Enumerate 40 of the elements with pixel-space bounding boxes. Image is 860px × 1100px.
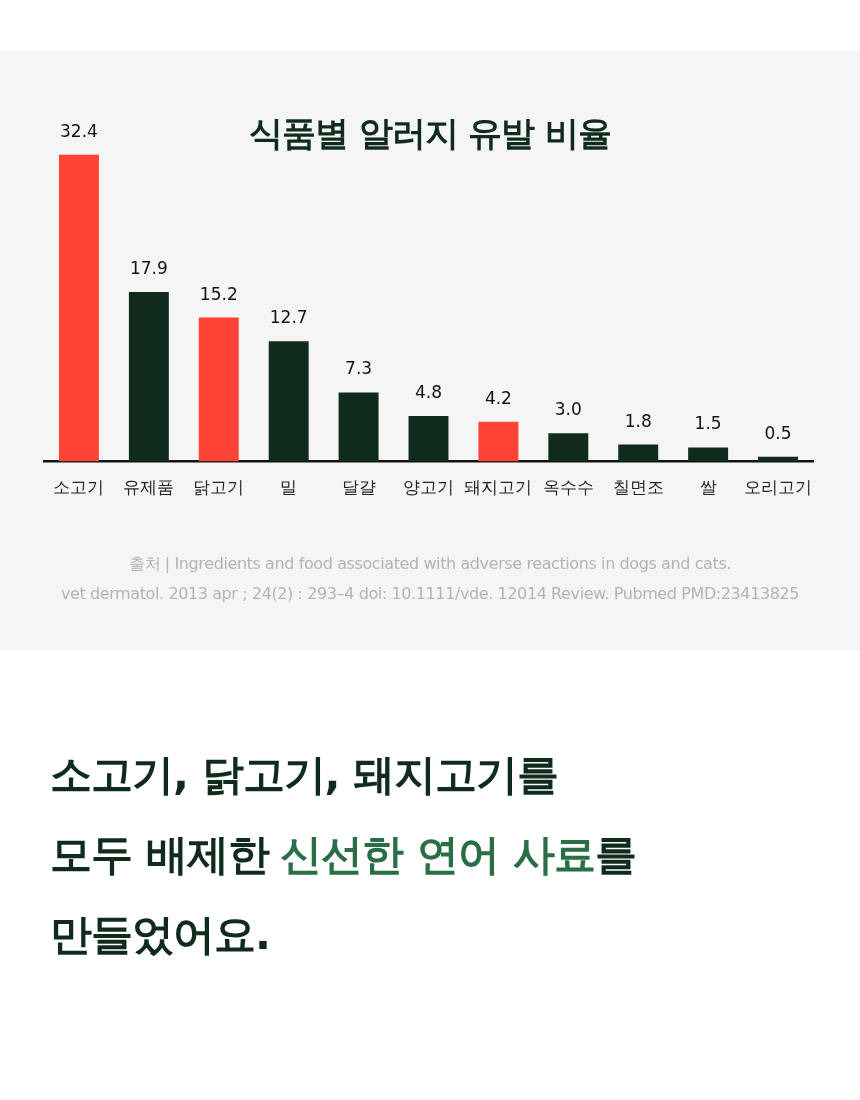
x-tick-label: 칠면조 (612, 477, 664, 498)
data-label: 1.5 (694, 413, 722, 434)
text: 를 (594, 830, 636, 879)
x-tick-label: 유제품 (123, 477, 175, 498)
bar (198, 317, 239, 462)
data-label: 12.7 (269, 307, 308, 328)
text: 신선한 연어 사료 (280, 830, 595, 879)
x-tick-label: 쌀 (699, 477, 717, 498)
x-tick-label: 돼지고기 (464, 477, 533, 498)
x-tick-label: 소고기 (53, 477, 105, 498)
x-tick-label: 양고기 (403, 477, 454, 498)
x-tick-label: 옥수수 (542, 477, 594, 498)
x-tick-label: 밀 (280, 477, 298, 498)
bar (128, 292, 169, 462)
data-label: 4.2 (484, 387, 512, 408)
bar (618, 444, 659, 462)
data-label: 1.8 (624, 410, 652, 431)
chart-title: 식품별 알러지 유발 비율 (248, 113, 612, 153)
data-label: 32.4 (60, 120, 98, 141)
bar (408, 416, 449, 462)
text: vet dermatol. 2013 apr ; 24(2) : 293–4 doi: 10.1111/vde. 12014 Review. Pubmed PMD:23413825 (59, 583, 801, 605)
data-label: 15.2 (199, 283, 238, 304)
bar (688, 447, 729, 462)
data-label: 7.3 (345, 358, 373, 379)
bar (548, 433, 589, 462)
x-tick-label: 닭고기 (193, 477, 245, 498)
x-tick-label: 달걀 (341, 477, 376, 498)
text: 모두 배제한 (50, 830, 269, 879)
source-note: 출처 | Ingredients and food associated with adverse reactions in dogs and cats. (128, 553, 732, 575)
data-label: 3.0 (554, 399, 582, 420)
bar (268, 341, 309, 462)
text: 만들었어요. (50, 910, 270, 959)
bar (338, 392, 379, 462)
data-label: 0.5 (764, 422, 792, 443)
data-label: 17.9 (129, 258, 168, 279)
x-tick-label: 오리고기 (744, 477, 813, 498)
data-label: 4.8 (414, 382, 443, 403)
bar (58, 154, 99, 462)
bar (478, 421, 519, 462)
text: 소고기, 닭고기, 돼지고기를 (50, 750, 559, 799)
